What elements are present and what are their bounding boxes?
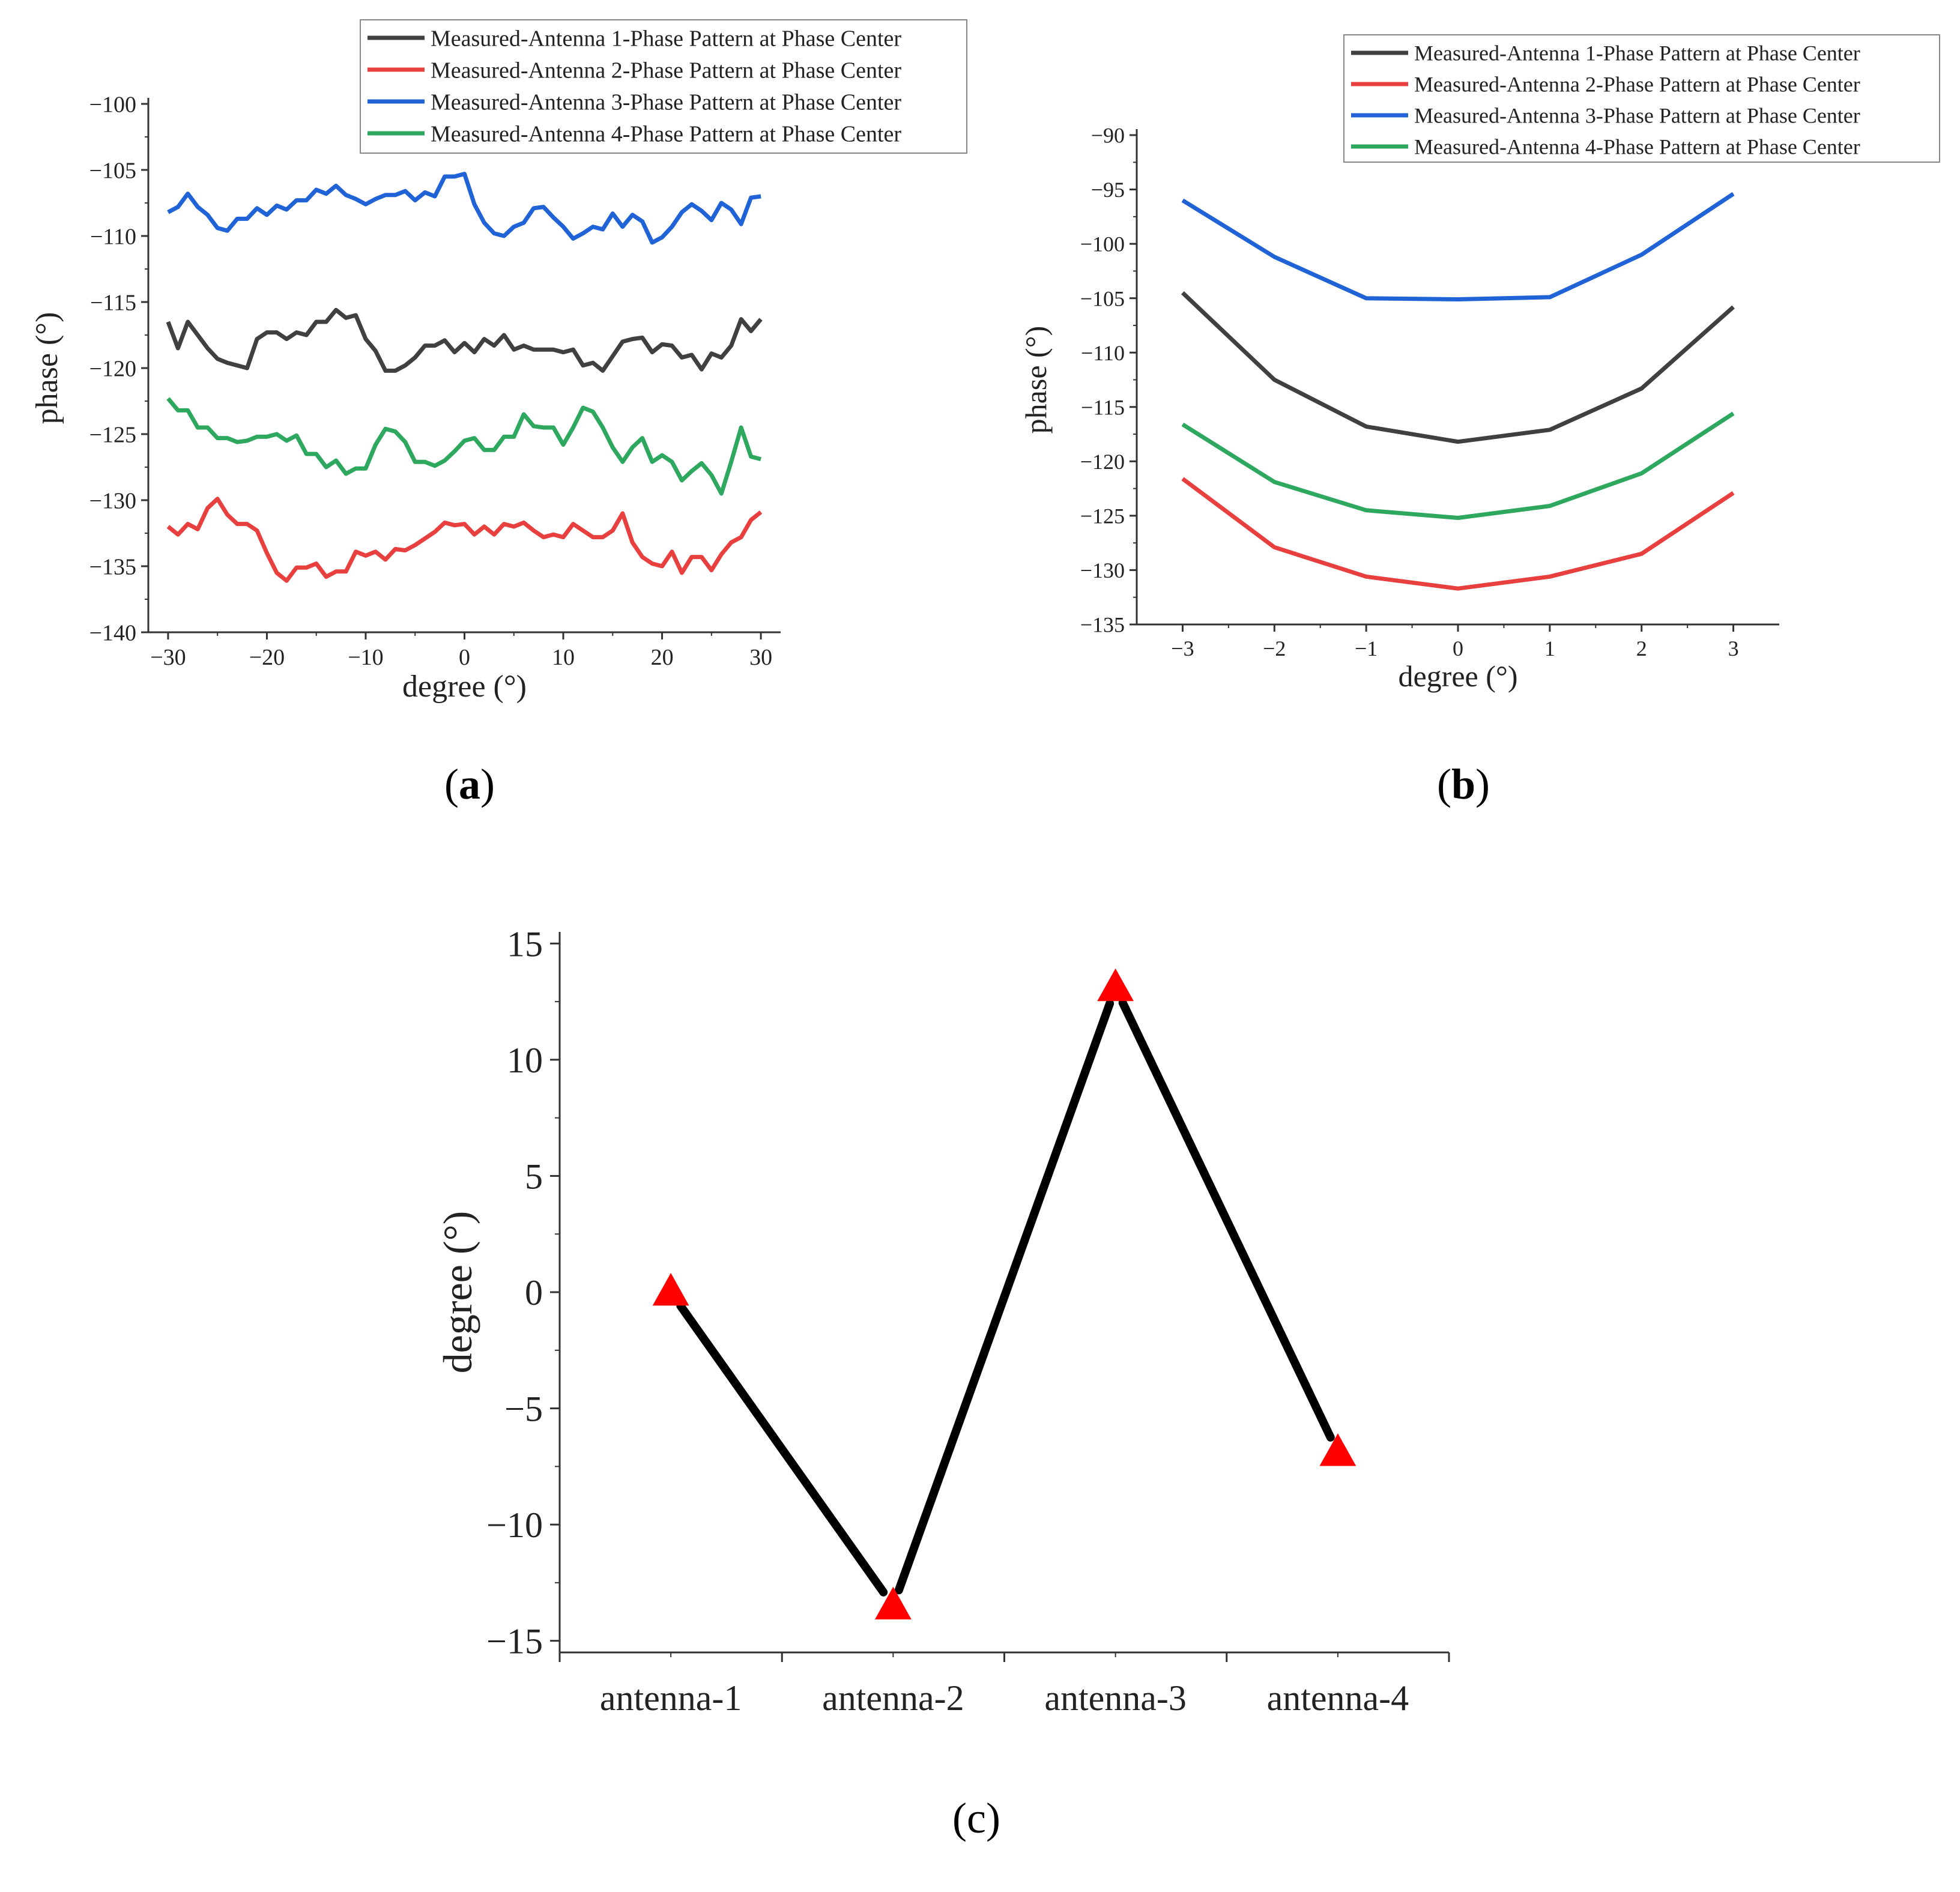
x-tick-label-antenna-1: antenna-1 bbox=[600, 1678, 742, 1718]
panel-label-b-text: b bbox=[1451, 760, 1476, 808]
x-axis-label: degree (°) bbox=[402, 669, 527, 704]
legend-box bbox=[1343, 34, 1940, 163]
y-tick-label: −130 bbox=[1080, 558, 1125, 582]
y-tick-label: −10 bbox=[486, 1505, 543, 1545]
legend-label-antenna-1: Measured-Antenna 1-Phase Pattern at Phas… bbox=[431, 26, 901, 51]
y-tick-label: −135 bbox=[1080, 613, 1125, 637]
y-tick-label: −115 bbox=[90, 290, 136, 315]
chart-b: −90−95−100−105−110−115−120−125−130−135−3… bbox=[1019, 34, 1940, 693]
y-tick-label: −100 bbox=[1080, 232, 1125, 256]
x-tick-label-antenna-2: antenna-2 bbox=[822, 1678, 964, 1718]
y-axis-label: phase (°) bbox=[1019, 326, 1053, 434]
y-tick-label: −120 bbox=[1080, 450, 1125, 474]
y-tick-label: −100 bbox=[89, 92, 136, 117]
y-tick-label: 10 bbox=[507, 1041, 543, 1080]
legend-label-antenna-2: Measured-Antenna 2-Phase Pattern at Phas… bbox=[1414, 73, 1860, 97]
series-segment bbox=[676, 1301, 888, 1597]
marker-triangle-antenna-1 bbox=[652, 1273, 689, 1306]
series-line-antenna-4 bbox=[1181, 411, 1735, 520]
x-tick-label: −2 bbox=[1263, 636, 1286, 660]
y-tick-label: −125 bbox=[1080, 504, 1125, 528]
y-tick-label: 0 bbox=[525, 1273, 543, 1313]
marker-triangle-antenna-3 bbox=[1097, 968, 1134, 1002]
series-line-antenna-1 bbox=[1181, 291, 1735, 444]
series-line-antenna-2 bbox=[1181, 477, 1735, 591]
legend-label-antenna-3: Measured-Antenna 3-Phase Pattern at Phas… bbox=[1414, 104, 1860, 128]
y-tick-label: −90 bbox=[1091, 124, 1125, 148]
marker-triangle-antenna-2 bbox=[874, 1586, 912, 1619]
x-tick-label: 2 bbox=[1636, 636, 1647, 660]
legend-box bbox=[360, 19, 967, 154]
y-tick-label: −125 bbox=[89, 422, 136, 447]
x-tick-label-antenna-3: antenna-3 bbox=[1044, 1678, 1187, 1718]
y-tick-label: −5 bbox=[504, 1389, 543, 1429]
chart-a: −100−105−110−115−120−125−130−135−140−30−… bbox=[30, 19, 967, 704]
legend-label-antenna-4: Measured-Antenna 4-Phase Pattern at Phas… bbox=[431, 121, 901, 147]
y-tick-label: −135 bbox=[89, 554, 136, 579]
x-tick-label: −30 bbox=[150, 645, 186, 670]
y-tick-label: −120 bbox=[89, 356, 136, 381]
x-tick-label: 1 bbox=[1544, 636, 1555, 660]
x-axis-label: degree (°) bbox=[1398, 659, 1517, 693]
x-tick-label: 20 bbox=[651, 645, 674, 670]
panel-label-a: (a) bbox=[444, 760, 495, 808]
series-line-antenna-3 bbox=[167, 172, 761, 245]
marker-triangle-antenna-4 bbox=[1319, 1433, 1357, 1466]
y-tick-label: −115 bbox=[1081, 395, 1125, 419]
y-tick-label: −110 bbox=[90, 224, 136, 249]
legend: Measured-Antenna 1-Phase Pattern at Phas… bbox=[360, 19, 967, 154]
legend-label-antenna-3: Measured-Antenna 3-Phase Pattern at Phas… bbox=[431, 89, 901, 115]
series-segment bbox=[1118, 999, 1335, 1442]
y-tick-label: −105 bbox=[1080, 286, 1125, 310]
x-tick-label: −3 bbox=[1171, 636, 1194, 660]
y-tick-label: −15 bbox=[486, 1622, 543, 1661]
series-segment bbox=[894, 999, 1115, 1595]
panel-label-c: (c) bbox=[952, 1794, 1000, 1842]
panel-label-b: (b) bbox=[1437, 760, 1490, 808]
y-tick-label: −105 bbox=[89, 158, 136, 183]
legend-label-antenna-1: Measured-Antenna 1-Phase Pattern at Phas… bbox=[1414, 41, 1860, 65]
y-tick-label: 5 bbox=[525, 1156, 543, 1196]
x-tick-label: 30 bbox=[749, 645, 772, 670]
panel-label-a-text: a bbox=[458, 760, 480, 808]
series-line-antenna-1 bbox=[166, 307, 763, 373]
y-tick-label: −140 bbox=[89, 620, 136, 645]
y-tick-label: −110 bbox=[1081, 341, 1125, 365]
x-tick-label-antenna-4: antenna-4 bbox=[1267, 1678, 1409, 1718]
series-line-antenna-2 bbox=[166, 497, 763, 583]
x-tick-label: 0 bbox=[1453, 636, 1463, 660]
x-tick-label: 10 bbox=[552, 645, 575, 670]
y-tick-label: −130 bbox=[89, 488, 136, 513]
x-tick-label: 3 bbox=[1728, 636, 1739, 660]
y-axis-label: phase (°) bbox=[30, 312, 64, 425]
panel-label-c-text: c bbox=[966, 1794, 986, 1842]
x-tick-label: −20 bbox=[249, 645, 285, 670]
legend: Measured-Antenna 1-Phase Pattern at Phas… bbox=[1343, 34, 1940, 163]
legend-label-antenna-4: Measured-Antenna 4-Phase Pattern at Phas… bbox=[1414, 135, 1860, 159]
chart-c: 15 10 5 0 −5 −10 −15 antenna-1 antenna-2 antenna-… bbox=[435, 924, 1450, 1718]
y-tick-label: 15 bbox=[507, 924, 543, 964]
y-tick-label: −95 bbox=[1091, 178, 1125, 202]
series-line-antenna-3 bbox=[1181, 192, 1735, 301]
legend-label-antenna-2: Measured-Antenna 2-Phase Pattern at Phas… bbox=[431, 58, 901, 83]
series-line-antenna-4 bbox=[166, 397, 762, 496]
y-axis-label: degree (°) bbox=[435, 1211, 480, 1374]
x-tick-label: −10 bbox=[348, 645, 383, 670]
x-tick-label: −1 bbox=[1355, 636, 1378, 660]
x-tick-label: 0 bbox=[459, 645, 470, 670]
